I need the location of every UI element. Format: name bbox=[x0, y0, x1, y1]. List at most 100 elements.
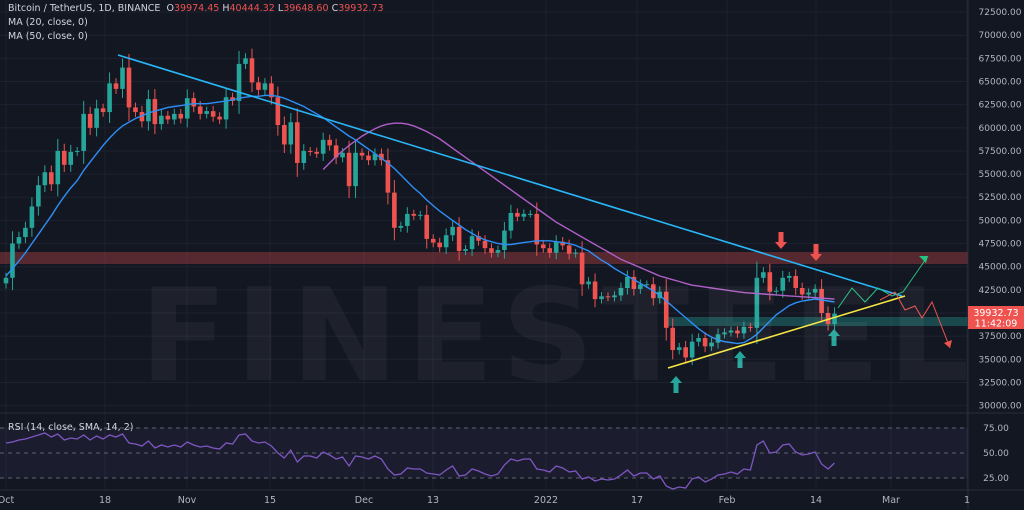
candle bbox=[230, 92, 235, 106]
ohlc-close: C39932.73 bbox=[331, 3, 384, 14]
rsi-line bbox=[5, 432, 835, 490]
last-price-value: 39932.73 bbox=[973, 308, 1018, 319]
time-tick-label: 17 bbox=[631, 495, 643, 506]
buy-signal-arrow bbox=[670, 376, 682, 393]
candle bbox=[780, 270, 786, 298]
candle bbox=[94, 99, 99, 137]
candle bbox=[314, 147, 320, 158]
candle bbox=[812, 284, 818, 298]
candle bbox=[288, 112, 294, 154]
candle bbox=[184, 89, 190, 128]
candle bbox=[16, 231, 22, 249]
candle bbox=[359, 148, 365, 160]
symbol-legend[interactable]: Bitcoin / TetherUS, 1D, BINANCE O39974.4… bbox=[8, 3, 384, 14]
time-tick-label: 2022 bbox=[534, 495, 558, 506]
candle bbox=[249, 48, 255, 93]
rsi-tick-label: 50.00 bbox=[983, 449, 1009, 459]
candle bbox=[327, 134, 332, 151]
candle bbox=[579, 241, 585, 296]
candle bbox=[508, 204, 514, 239]
time-tick-label: Oct bbox=[0, 495, 14, 506]
candle bbox=[631, 270, 637, 296]
candle bbox=[87, 106, 93, 135]
candle bbox=[74, 147, 80, 156]
ohlc-low: L39648.60 bbox=[277, 3, 329, 14]
symbol-title: Bitcoin / TetherUS, 1D, BINANCE bbox=[8, 3, 161, 14]
candle bbox=[398, 221, 404, 232]
candle bbox=[741, 321, 747, 339]
candle bbox=[301, 144, 307, 170]
candle bbox=[217, 112, 222, 124]
candle bbox=[528, 210, 533, 218]
time-axis[interactable]: Oct 18 Nov 15 Dec 13 2022 17 Feb 14 Mar 1 bbox=[0, 489, 1024, 506]
candle bbox=[171, 108, 177, 125]
ma50-legend[interactable]: MA (50, close, 0) bbox=[8, 31, 88, 42]
candle bbox=[372, 148, 378, 166]
candle bbox=[573, 248, 578, 258]
rsi-tick-label: 25.00 bbox=[983, 474, 1009, 484]
candle bbox=[113, 78, 119, 94]
candle bbox=[294, 108, 300, 177]
price-tick-label: 32500.00 bbox=[979, 378, 1022, 388]
candle bbox=[683, 341, 688, 364]
candle bbox=[430, 234, 436, 248]
candle bbox=[81, 100, 86, 164]
time-tick-label: 18 bbox=[99, 495, 111, 506]
candle bbox=[489, 243, 494, 258]
candle bbox=[702, 332, 708, 353]
candle bbox=[709, 337, 714, 351]
sell-signal-arrow bbox=[810, 244, 822, 261]
candle bbox=[159, 109, 164, 130]
candle bbox=[405, 207, 410, 233]
bearish-projection-path bbox=[879, 291, 951, 349]
candle bbox=[515, 208, 520, 222]
ascending-trendline bbox=[667, 295, 906, 369]
buy-signal-arrow bbox=[734, 351, 746, 368]
bullish-projection-path bbox=[837, 255, 929, 309]
candle bbox=[282, 116, 287, 154]
buy-signal-arrow bbox=[828, 329, 840, 346]
candle bbox=[547, 243, 553, 258]
candle bbox=[353, 140, 358, 199]
sell-signal-arrow bbox=[775, 232, 787, 249]
candle bbox=[243, 53, 248, 69]
candle bbox=[735, 326, 740, 338]
candle bbox=[463, 244, 468, 256]
candle bbox=[146, 89, 151, 131]
candle bbox=[495, 245, 501, 258]
price-tick-label: 52500.00 bbox=[979, 193, 1022, 203]
candle bbox=[793, 269, 799, 295]
price-tick-label: 37500.00 bbox=[979, 332, 1022, 342]
ma20-legend[interactable]: MA (20, close, 0) bbox=[8, 17, 88, 28]
candle bbox=[599, 291, 604, 304]
candle bbox=[773, 286, 779, 296]
candle bbox=[178, 109, 184, 124]
candle bbox=[676, 342, 682, 355]
candle bbox=[262, 78, 268, 96]
candle bbox=[275, 86, 281, 136]
candles-layer bbox=[3, 48, 837, 366]
candle bbox=[696, 333, 701, 347]
candle bbox=[23, 221, 28, 244]
candle bbox=[411, 209, 417, 220]
candle bbox=[625, 270, 630, 295]
price-tick-label: 65000.00 bbox=[979, 77, 1022, 87]
candle bbox=[68, 144, 74, 172]
time-tick-label: Dec bbox=[355, 495, 373, 506]
candle bbox=[107, 72, 112, 123]
price-tick-label: 42500.00 bbox=[979, 286, 1022, 296]
candle bbox=[392, 180, 397, 241]
price-tick-label: 45000.00 bbox=[979, 263, 1022, 273]
bar-countdown: 11:42:09 bbox=[975, 319, 1018, 330]
time-tick-label: 1 bbox=[964, 495, 970, 506]
candle bbox=[61, 143, 67, 173]
candle bbox=[786, 271, 792, 282]
candle bbox=[256, 76, 261, 96]
rsi-tick-label: 75.00 bbox=[983, 424, 1009, 434]
price-tick-label: 57500.00 bbox=[979, 147, 1022, 157]
candle bbox=[553, 235, 559, 260]
signal-arrows bbox=[670, 232, 840, 393]
candle bbox=[592, 273, 598, 308]
rsi-label: RSI (14, close, SMA, 14, 2) bbox=[8, 422, 133, 433]
